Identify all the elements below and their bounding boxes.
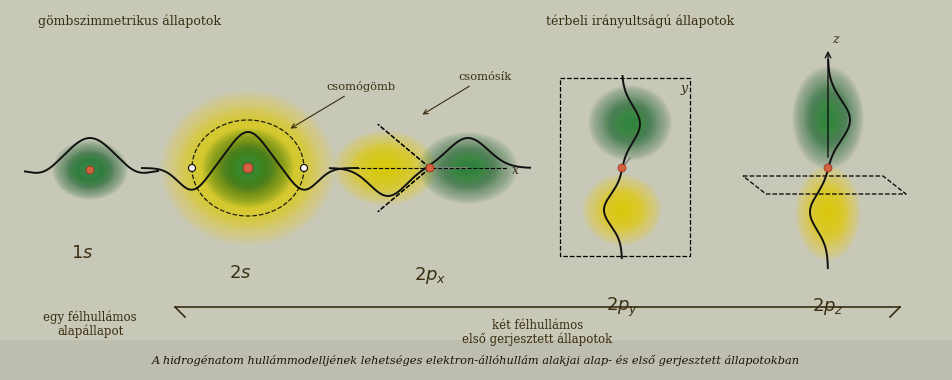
Ellipse shape [88, 168, 92, 172]
Ellipse shape [78, 160, 102, 180]
Ellipse shape [78, 160, 102, 180]
Text: alapállapot: alapállapot [57, 324, 123, 337]
Ellipse shape [87, 166, 93, 174]
Ellipse shape [826, 167, 828, 169]
Bar [0, 340, 952, 380]
Ellipse shape [825, 166, 828, 169]
Ellipse shape [427, 166, 431, 170]
Ellipse shape [428, 166, 431, 169]
Ellipse shape [619, 166, 624, 171]
Ellipse shape [88, 168, 92, 173]
Ellipse shape [245, 165, 251, 171]
Ellipse shape [617, 164, 625, 172]
Ellipse shape [87, 167, 93, 173]
Text: A hidrogénatom hullámmodelljének lehetséges elektron-állóhullám alakjai alap- és: A hidrogénatom hullámmodelljének lehetsé… [151, 355, 800, 366]
Ellipse shape [89, 169, 90, 171]
Ellipse shape [620, 166, 623, 169]
Text: $1s$: $1s$ [70, 244, 93, 262]
Text: y: y [680, 82, 687, 95]
Ellipse shape [247, 167, 249, 169]
Ellipse shape [300, 165, 307, 171]
Ellipse shape [244, 164, 252, 173]
Ellipse shape [823, 165, 831, 171]
Ellipse shape [246, 166, 250, 171]
Ellipse shape [824, 166, 829, 171]
Ellipse shape [86, 166, 94, 174]
Ellipse shape [246, 166, 249, 170]
Ellipse shape [89, 168, 91, 171]
Ellipse shape [621, 167, 623, 169]
Ellipse shape [232, 155, 263, 181]
Text: gömbszimmetrikus állapotok: gömbszimmetrikus állapotok [38, 14, 221, 27]
Bar [560, 78, 689, 256]
Text: csomósík: csomósík [423, 72, 510, 114]
Text: térbeli irányultságú állapotok: térbeli irányultságú állapotok [545, 14, 733, 27]
Ellipse shape [427, 166, 432, 171]
Text: z: z [831, 33, 838, 46]
Ellipse shape [619, 165, 625, 171]
Text: első gerjesztett állapotok: első gerjesztett állapotok [462, 332, 612, 345]
Text: $2p_x$: $2p_x$ [413, 265, 446, 286]
Text: $2p_z$: $2p_z$ [811, 296, 843, 317]
Ellipse shape [824, 165, 830, 171]
Ellipse shape [188, 165, 195, 171]
Text: csomógömb: csomógömb [291, 81, 395, 128]
Ellipse shape [618, 165, 625, 171]
Ellipse shape [428, 167, 430, 169]
Ellipse shape [426, 165, 432, 171]
Text: két félhullámos: két félhullámos [491, 319, 583, 332]
Ellipse shape [620, 166, 624, 170]
Text: egy félhullámos: egy félhullámos [43, 311, 137, 325]
Ellipse shape [231, 154, 264, 182]
Text: x: x [511, 163, 519, 176]
Ellipse shape [823, 164, 831, 172]
Ellipse shape [426, 164, 433, 172]
Ellipse shape [244, 164, 251, 172]
Ellipse shape [825, 166, 829, 170]
Ellipse shape [243, 163, 252, 173]
Text: $2s$: $2s$ [228, 264, 251, 282]
Text: $2p_y$: $2p_y$ [605, 296, 638, 319]
Ellipse shape [426, 165, 433, 171]
Ellipse shape [89, 169, 90, 171]
